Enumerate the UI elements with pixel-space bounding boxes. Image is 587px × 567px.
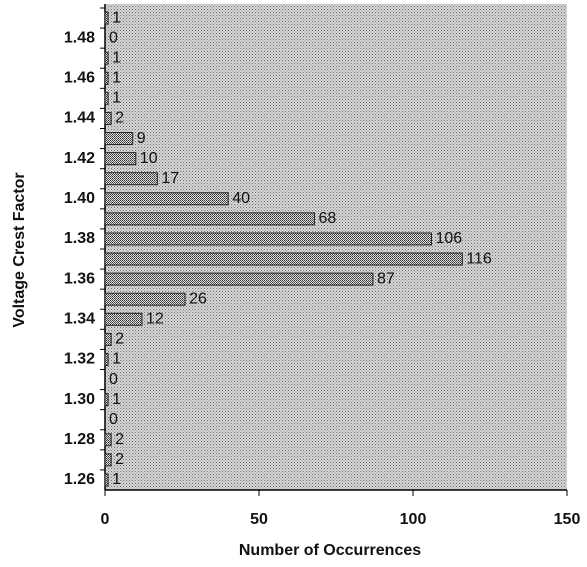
- value-label: 106: [435, 230, 462, 247]
- value-label: 26: [189, 290, 207, 307]
- value-label: 9: [137, 130, 146, 147]
- value-label: 40: [232, 190, 250, 207]
- value-label: 68: [318, 210, 336, 227]
- bar: [104, 393, 109, 407]
- value-label: 1: [112, 9, 121, 26]
- bar: [104, 453, 112, 467]
- y-tick-label: 1.36: [64, 270, 95, 287]
- value-label: 1: [112, 90, 121, 107]
- x-axis-title: Number of Occurrences: [239, 542, 421, 559]
- value-label: 2: [115, 431, 124, 448]
- bar: [104, 473, 109, 487]
- value-label: 1: [112, 70, 121, 87]
- value-label: 87: [377, 270, 395, 287]
- bar: [104, 212, 315, 226]
- value-label: 17: [161, 170, 179, 187]
- y-tick-label: 1.26: [64, 471, 95, 488]
- bar: [104, 433, 112, 447]
- value-label: 1: [112, 351, 121, 368]
- x-tick-label: 0: [101, 511, 110, 528]
- x-tick-label: 150: [554, 511, 581, 528]
- bar: [104, 11, 109, 25]
- bar: [104, 192, 229, 206]
- y-tick-label: 1.32: [64, 351, 95, 368]
- bar: [104, 272, 374, 286]
- value-label: 10: [140, 150, 158, 167]
- value-label: 12: [146, 311, 164, 328]
- bar: [104, 252, 463, 266]
- value-label: 1: [112, 471, 121, 488]
- plot-area: [105, 4, 567, 490]
- value-label: 2: [115, 110, 124, 127]
- bar: [104, 132, 134, 146]
- value-label: 1: [112, 391, 121, 408]
- bar: [104, 111, 112, 125]
- value-label: 2: [115, 331, 124, 348]
- bar: [104, 152, 137, 166]
- y-tick-label: 1.38: [64, 230, 95, 247]
- y-tick-label: 1.34: [64, 311, 95, 328]
- y-tick-label: 1.44: [64, 110, 95, 127]
- bar: [104, 172, 158, 186]
- y-tick-label: 1.30: [64, 391, 95, 408]
- value-label: 1: [112, 49, 121, 66]
- value-label: 0: [109, 29, 118, 46]
- value-label: 116: [466, 250, 492, 267]
- bar: [104, 51, 109, 65]
- value-label: 2: [115, 451, 124, 468]
- bar: [104, 332, 112, 346]
- y-axis-title: Voltage Crest Factor: [11, 172, 28, 327]
- bar: [104, 232, 432, 246]
- x-tick-label: 100: [400, 511, 427, 528]
- bar: [104, 71, 109, 85]
- bar: [104, 352, 109, 366]
- y-tick-label: 1.48: [64, 29, 95, 46]
- y-tick-label: 1.42: [64, 150, 95, 167]
- y-tick-label: 1.28: [64, 431, 95, 448]
- bar: [104, 292, 186, 306]
- y-tick-label: 1.46: [64, 70, 95, 87]
- value-label: 0: [109, 371, 118, 388]
- x-tick-label: 50: [250, 511, 268, 528]
- y-tick-label: 1.40: [64, 190, 95, 207]
- value-label: 0: [109, 411, 118, 428]
- bar: [104, 312, 143, 326]
- bar: [104, 91, 109, 105]
